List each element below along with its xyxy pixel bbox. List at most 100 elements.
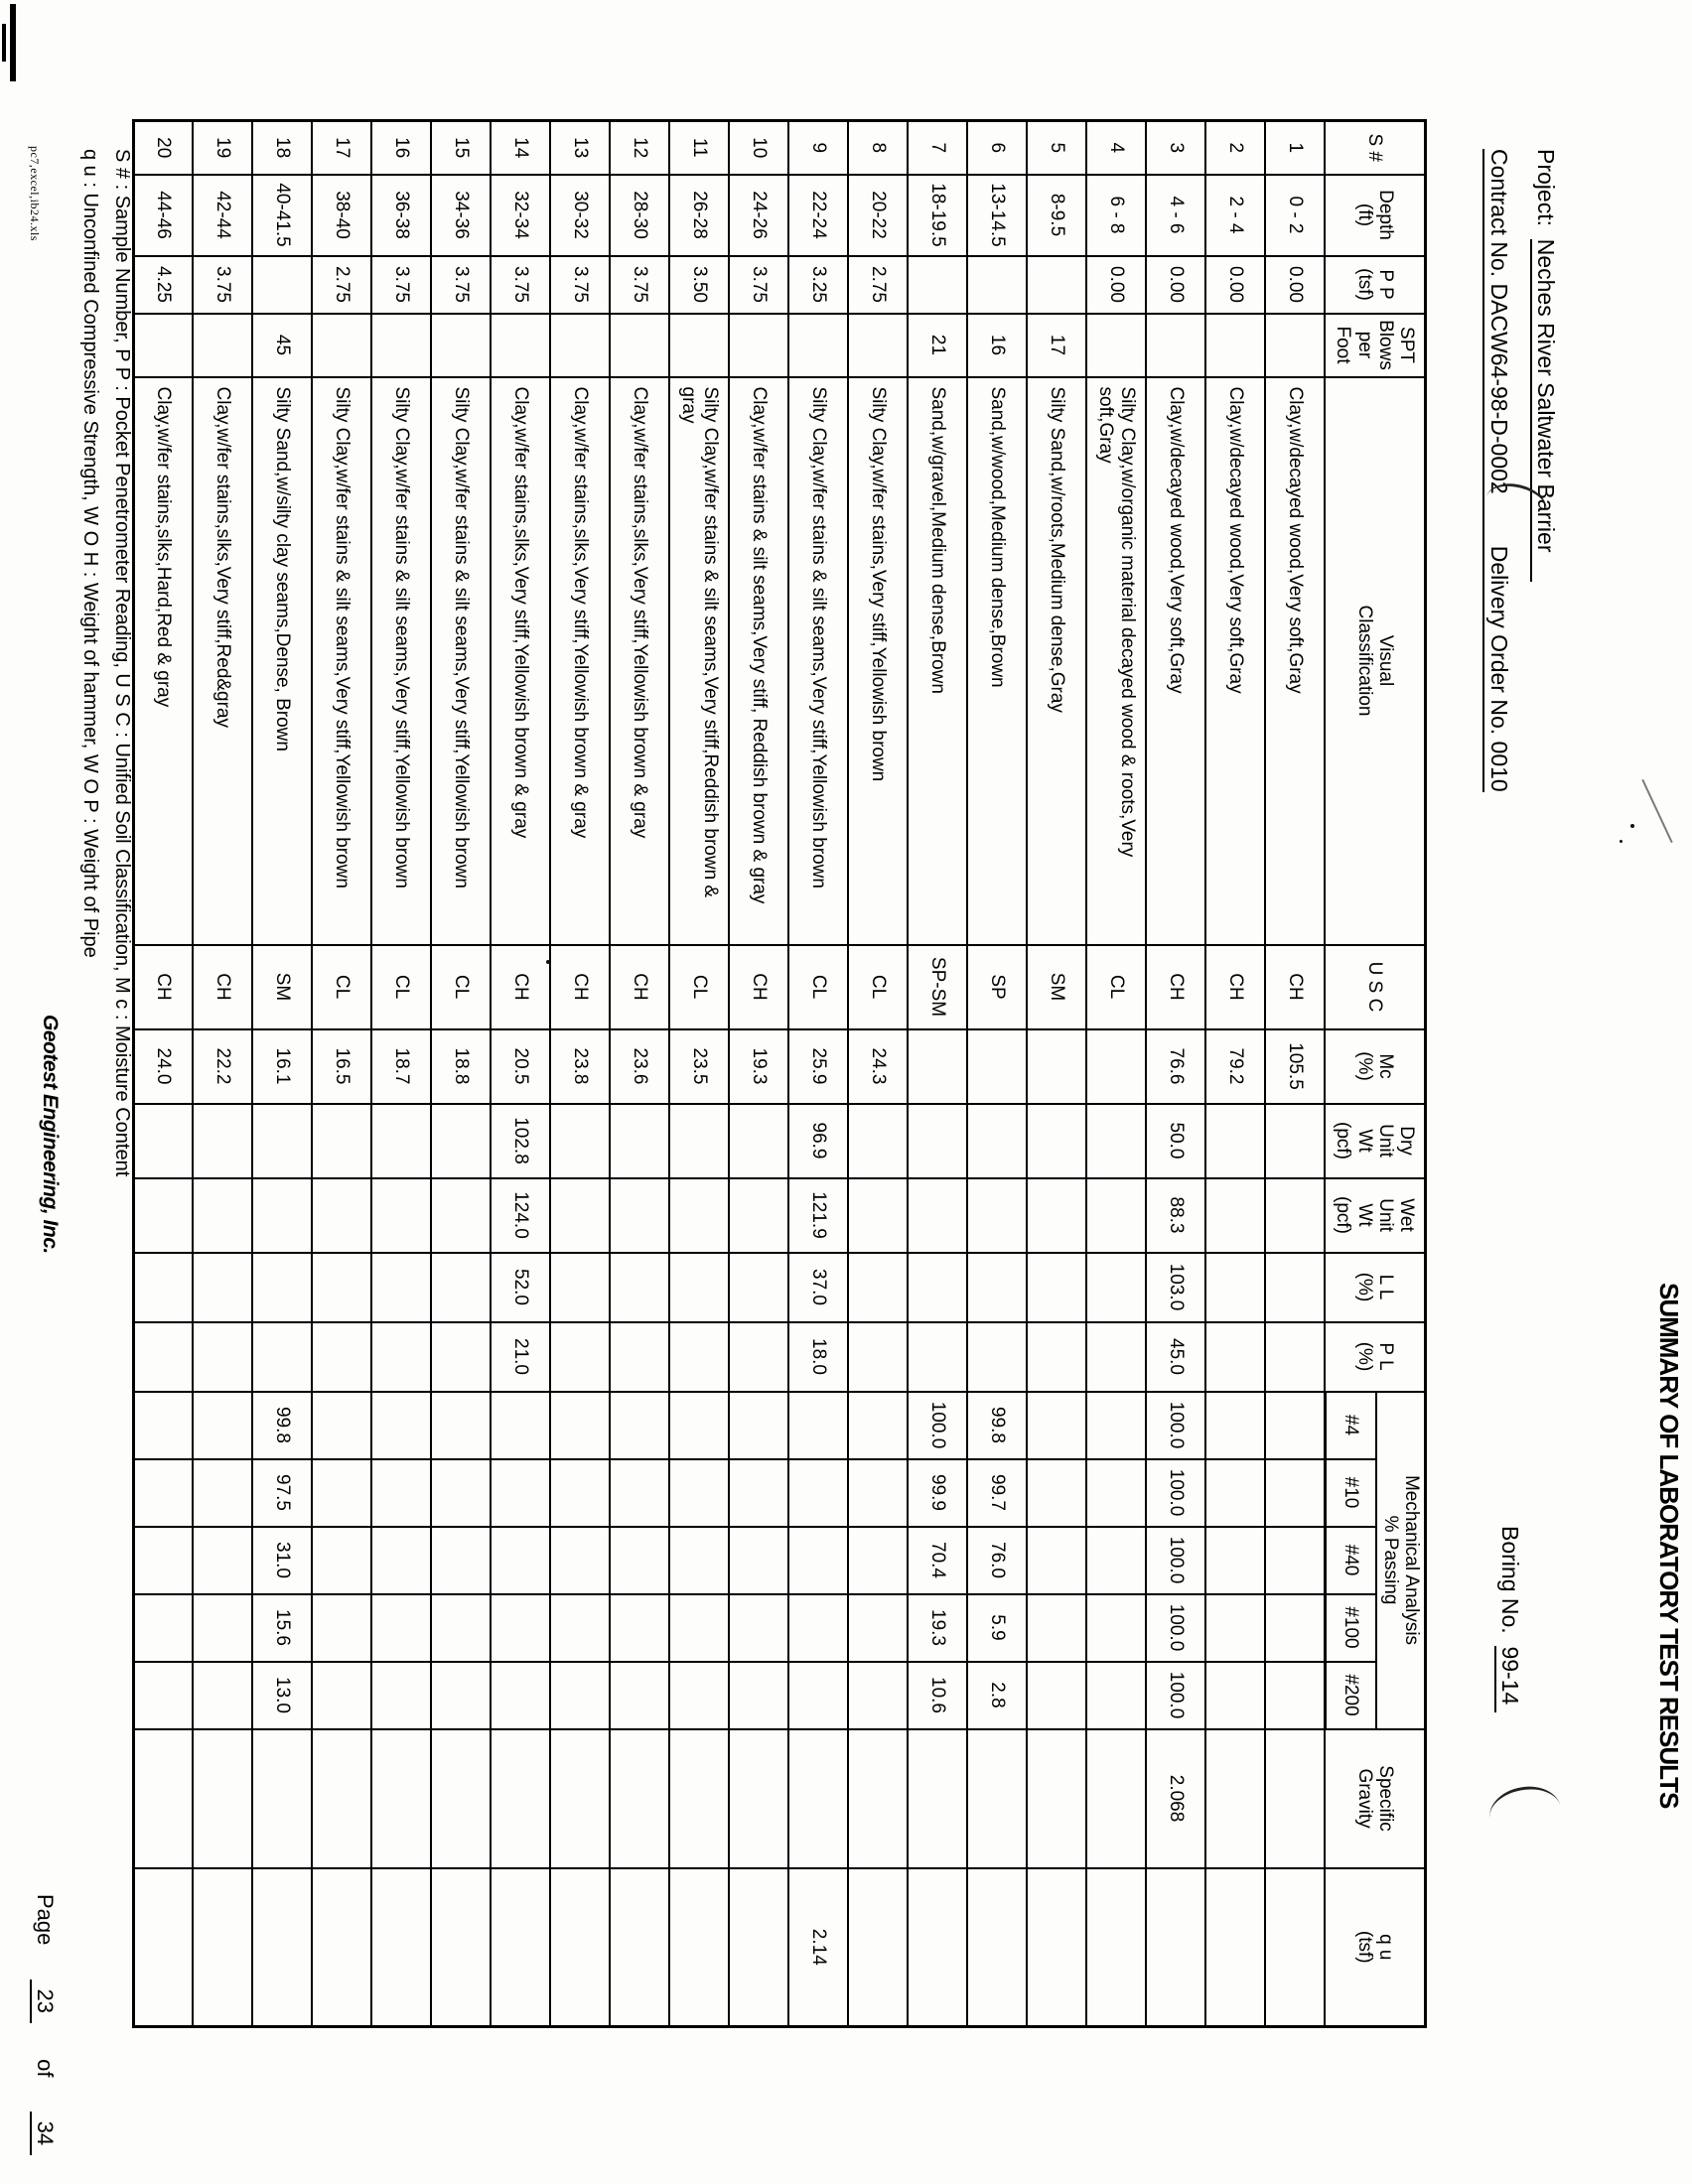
cell-s10: [1086, 1458, 1147, 1527]
cell-visual: Sand,w/wood,Medium dense,Brown: [967, 376, 1028, 945]
cell-s: 10: [729, 120, 789, 175]
cell-s10: 99.9: [908, 1458, 968, 1527]
header-sieve-100: #100: [1325, 1593, 1377, 1662]
of-label: of: [33, 2059, 58, 2078]
cell-pl: [431, 1321, 492, 1392]
cell-qu: [133, 1867, 194, 2027]
cell-sg: [848, 1728, 909, 1868]
cell-sg: [371, 1728, 432, 1868]
cell-usc: CH: [550, 944, 611, 1029]
cell-ll: [1265, 1252, 1326, 1322]
cell-s10: [491, 1458, 551, 1527]
cell-s10: [788, 1458, 849, 1527]
cell-qu: [1146, 1867, 1206, 2027]
cell-s200: [1265, 1661, 1326, 1729]
cell-s40: [133, 1526, 194, 1594]
cell-pl: [550, 1321, 611, 1392]
boring-label: Boring No.: [1497, 1526, 1523, 1634]
cell-visual: Silty Sand,w/silty clay seams,Dense, Bro…: [252, 376, 313, 945]
cell-wet: [610, 1177, 670, 1253]
header-mechanical-analysis: Mechanical Analysis % Passing: [1376, 1391, 1426, 1729]
cell-dry: [848, 1103, 909, 1178]
cell-wet: [967, 1177, 1028, 1253]
cell-s40: [1265, 1526, 1326, 1594]
cell-s: 13: [550, 120, 611, 175]
cell-usc: SP-SM: [908, 944, 968, 1029]
cell-pp: [908, 255, 968, 314]
header-pl: P L (%): [1325, 1321, 1426, 1392]
cell-s40: [610, 1526, 670, 1594]
cell-s4: [1086, 1391, 1147, 1459]
cell-depth: 13-14.5: [967, 174, 1028, 256]
header-mc: Mc (%): [1325, 1028, 1426, 1104]
cell-s4: [848, 1391, 909, 1459]
cell-s40: [848, 1526, 909, 1594]
cell-dry: [908, 1103, 968, 1178]
cell-pl: 18.0: [788, 1321, 849, 1392]
cell-mc: 23.5: [669, 1028, 730, 1104]
cell-dry: [133, 1103, 194, 1178]
cell-spt: [848, 313, 909, 377]
table-row: 16 36-38 3.75 Silty Clay,w/fer stains & sil…: [371, 120, 432, 2027]
cell-s200: 2.8: [967, 1661, 1028, 1729]
cell-wet: [371, 1177, 432, 1253]
cell-spt: [1086, 313, 1147, 377]
cell-ll: [669, 1252, 730, 1322]
cell-usc: CL: [1086, 944, 1147, 1029]
scan-edge-smudge: [2, 24, 6, 62]
cell-usc: CH: [1205, 944, 1266, 1029]
cell-s200: [133, 1661, 194, 1729]
cell-depth: 4 - 6: [1146, 174, 1206, 256]
cell-s100: [1205, 1593, 1266, 1662]
cell-s200: [1027, 1661, 1087, 1729]
cell-wet: [1205, 1177, 1266, 1253]
cell-pl: [1205, 1321, 1266, 1392]
cell-pp: 2.75: [312, 255, 372, 314]
cell-s100: [669, 1593, 730, 1662]
cell-spt: 45: [252, 313, 313, 377]
cell-s40: [669, 1526, 730, 1594]
cell-s200: 100.0: [1146, 1661, 1206, 1729]
cell-dry: [312, 1103, 372, 1178]
cell-ll: [431, 1252, 492, 1322]
cell-ll: 37.0: [788, 1252, 849, 1322]
cell-wet: 121.9: [788, 1177, 849, 1253]
cell-sg: [1086, 1728, 1147, 1868]
cell-sg: [1027, 1728, 1087, 1868]
project-name: Neches River Saltwater Barrier: [1530, 238, 1559, 583]
cell-s200: [788, 1661, 849, 1729]
cell-depth: 20-22: [848, 174, 909, 256]
cell-s: 17: [312, 120, 372, 175]
cell-pp: 3.75: [431, 255, 492, 314]
table-row: 6 13-14.5 16 Sand,w/wood,Medium dense,Brown…: [967, 120, 1028, 2027]
cell-s: 5: [1027, 120, 1087, 175]
cell-s10: 99.7: [967, 1458, 1028, 1527]
cell-depth: 28-30: [610, 174, 670, 256]
cell-s40: [193, 1526, 253, 1594]
cell-ll: [967, 1252, 1028, 1322]
cell-usc: CH: [193, 944, 253, 1029]
cell-mc: 25.9: [788, 1028, 849, 1104]
cell-dry: [431, 1103, 492, 1178]
cell-ll: [848, 1252, 909, 1322]
cell-pl: [252, 1321, 313, 1392]
cell-visual: Silty Clay,w/fer stains & silt seams,Ver…: [788, 376, 849, 945]
cell-depth: 26-28: [669, 174, 730, 256]
cell-mc: 23.6: [610, 1028, 670, 1104]
cell-s100: 5.9: [967, 1593, 1028, 1662]
header-sieve-4: #4: [1325, 1391, 1377, 1459]
cell-s: 11: [669, 120, 730, 175]
cell-visual: Clay,w/fer stains,slks,Very stiff,Yellow…: [550, 376, 611, 945]
table-row: 12 28-30 3.75 Clay,w/fer stains,slks,Very s…: [610, 120, 670, 2027]
cell-s100: [1086, 1593, 1147, 1662]
cell-qu: [252, 1867, 313, 2027]
contract-text: Contract No. DACW64-98-D-0002 Delivery Or…: [1482, 149, 1512, 792]
cell-ll: [1027, 1252, 1087, 1322]
cell-spt: 17: [1027, 313, 1087, 377]
file-tag: pc7,excel,ib24.xls: [28, 146, 42, 241]
cell-wet: [431, 1177, 492, 1253]
cell-depth: 18-19.5: [908, 174, 968, 256]
cell-sg: [491, 1728, 551, 1868]
cell-s100: [788, 1593, 849, 1662]
cell-s10: [1265, 1458, 1326, 1527]
